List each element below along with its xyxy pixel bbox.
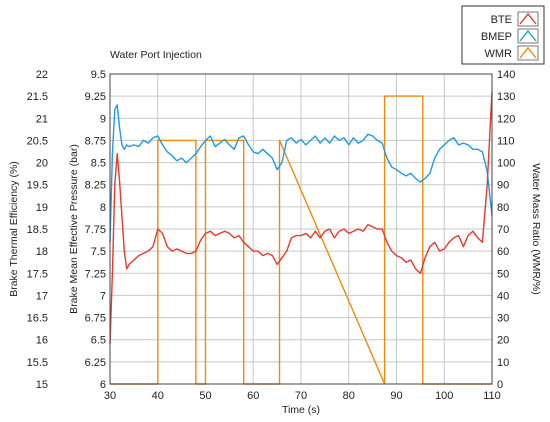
x-tick-label: 90: [390, 390, 402, 402]
legend-swatch-bmep: [519, 29, 537, 42]
plot-frame: [109, 73, 493, 385]
bmep-tick-label: 8.75: [85, 135, 106, 147]
bte-tick-label: 20: [36, 158, 48, 170]
bte-tick-label: 17.5: [27, 268, 48, 280]
series-layer: [109, 91, 493, 385]
legend-swatch-bte: [519, 12, 537, 25]
bmep-tick-label: 6: [100, 379, 106, 391]
bmep-tick-label: 9.25: [85, 91, 106, 103]
bte-axis-ticks: 15 15.5 16 16.5 17 17.5 18 18.5 19 19.5 20 20.5 21 21…: [27, 69, 48, 391]
x-tick-label: 80: [343, 390, 355, 402]
chart-title: Water Port Injection: [110, 49, 202, 61]
legend-label-wmr: WMR: [485, 48, 513, 60]
series-bmep-line: [109, 104, 493, 243]
bmep-tick-label: 6.75: [85, 313, 106, 325]
bte-tick-label: 15.5: [27, 357, 48, 369]
legend-label-bte: BTE: [491, 14, 512, 26]
x-tick-label: 60: [247, 390, 259, 402]
bte-tick-label: 19: [36, 202, 48, 214]
bte-tick-label: 18.5: [27, 224, 48, 236]
wmr-tick-label: 50: [497, 268, 509, 280]
bmep-axis-ticks: 6 6.25 6.5 6.75 7 7.25 7.5 7.75 8 8.25 8.5 8.75 9 9.2…: [85, 69, 106, 391]
x-axis-label: Time (s): [282, 404, 320, 416]
bmep-tick-label: 7.75: [85, 224, 106, 236]
x-axis-ticks: 30 40 50 60 70 80 90 100 110: [104, 390, 501, 402]
legend-swatch-frame: [517, 11, 539, 27]
bte-tick-label: 17: [36, 290, 48, 302]
bmep-tick-label: 8.25: [85, 180, 106, 192]
bte-tick-label: 22: [36, 69, 48, 81]
wmr-tick-label: 20: [497, 335, 509, 347]
x-tick-label: 100: [435, 390, 453, 402]
legend-swatch-frame: [517, 45, 539, 61]
wmr-axis-label: Water Mass Ratio (WMR/%): [530, 163, 542, 294]
x-tick-label: 40: [152, 390, 164, 402]
legend-label-bmep: BMEP: [481, 31, 512, 43]
bte-axis-label: Brake Thermal Efficiency (%): [8, 161, 20, 297]
bte-tick-label: 21: [36, 113, 48, 125]
wmr-tick-label: 140: [497, 69, 515, 81]
bmep-tick-label: 6.5: [91, 335, 106, 347]
bte-tick-label: 16.5: [27, 313, 48, 325]
bmep-tick-label: 7: [100, 290, 106, 302]
bmep-tick-label: 6.25: [85, 357, 106, 369]
wmr-tick-label: 10: [497, 357, 509, 369]
bte-tick-label: 16: [36, 335, 48, 347]
wmr-tick-label: 60: [497, 246, 509, 258]
wmr-tick-label: 80: [497, 202, 509, 214]
x-tick-label: 110: [483, 390, 501, 402]
wmr-tick-label: 90: [497, 180, 509, 192]
bte-tick-label: 18: [36, 246, 48, 258]
wmr-tick-label: 130: [497, 91, 515, 103]
bte-tick-label: 21.5: [27, 91, 48, 103]
x-tick-label: 70: [295, 390, 307, 402]
wmr-axis-ticks: 0 10 20 30 40 50 60 70 80 90 100 110 120 130 140: [497, 69, 515, 391]
bmep-tick-label: 9: [100, 113, 106, 125]
x-tick-label: 30: [104, 390, 116, 402]
legend-box: BTE BMEP WMR: [461, 5, 545, 65]
wmr-tick-label: 120: [497, 113, 515, 125]
legend-swatch-wmr: [519, 46, 537, 59]
series-wmr-line: [110, 95, 492, 385]
legend-swatch-frame: [517, 28, 539, 44]
bte-tick-label: 20.5: [27, 135, 48, 147]
bmep-tick-label: 8: [100, 202, 106, 214]
bte-tick-label: 19.5: [27, 180, 48, 192]
wmr-tick-label: 40: [497, 290, 509, 302]
wmr-tick-label: 100: [497, 158, 515, 170]
wmr-tick-label: 110: [497, 135, 515, 147]
series-bte-line: [109, 91, 493, 345]
x-tick-label: 50: [199, 390, 211, 402]
bmep-tick-label: 8.5: [91, 158, 106, 170]
wmr-tick-label: 30: [497, 313, 509, 325]
wmr-tick-label: 0: [497, 379, 503, 391]
bmep-axis-label: Brake Mean Effective Pressure (bar): [68, 144, 80, 314]
bmep-tick-label: 7.25: [85, 268, 106, 280]
bmep-tick-label: 9.5: [91, 69, 106, 81]
bte-tick-label: 15: [36, 379, 48, 391]
wmr-tick-label: 70: [497, 224, 509, 236]
bmep-tick-label: 7.5: [91, 246, 106, 258]
